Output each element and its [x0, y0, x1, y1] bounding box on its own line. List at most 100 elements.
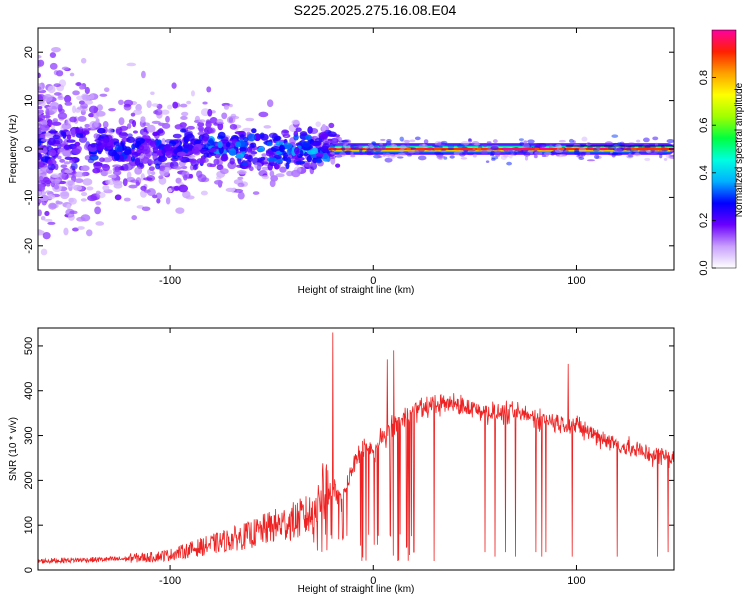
spectrogram-blob	[123, 197, 131, 202]
spectrogram-blob	[146, 100, 152, 109]
spectrogram-blob	[409, 139, 416, 143]
spectrogram-blob	[150, 91, 155, 95]
snr-y-axis-label: SNR (10 * v/v)	[8, 417, 19, 481]
spectrogram-blob	[509, 154, 513, 159]
spectrogram-blob	[185, 195, 195, 200]
spectrogram-blob	[274, 162, 281, 169]
spectrogram-blob	[38, 229, 45, 236]
spectrogram-blob	[447, 144, 455, 149]
spectrogram-blob	[82, 130, 90, 135]
spectrogram-blob	[52, 134, 61, 140]
spectrogram-blob	[84, 86, 90, 95]
spectrogram-blob	[94, 206, 101, 215]
spectrogram-blob	[241, 162, 249, 167]
spectrogram-blob	[665, 154, 671, 159]
spectrogram-blob	[414, 136, 421, 141]
spectrogram-blob	[188, 173, 194, 179]
spectrogram-hotspot	[534, 147, 541, 151]
colorbar-label: Normalized spectral amplitude	[734, 82, 745, 217]
spectrogram-blob	[39, 124, 50, 131]
spectrogram-blob	[318, 131, 328, 140]
spectrogram-blob	[306, 150, 316, 155]
spectrogram-blob	[256, 147, 265, 153]
spectrogram-y-axis-label: Frequency (Hz)	[8, 115, 19, 184]
spectrogram-blob	[323, 138, 332, 143]
spectrogram-blob	[161, 122, 171, 129]
spectrogram-blob	[260, 133, 269, 141]
spectrogram-blob	[150, 171, 156, 176]
spectrogram-blob	[146, 124, 156, 133]
snr-x-axis-label: Height of straight line (km)	[298, 584, 415, 595]
spectrogram-blob	[574, 148, 580, 153]
snr-y-tick-label: 300	[23, 426, 35, 444]
spectrogram-blob	[38, 140, 42, 147]
spectrogram-blob	[220, 168, 229, 175]
spectrogram-blob	[38, 106, 43, 110]
snr-y-tick-label: 0	[23, 567, 35, 573]
spectrogram-blob	[237, 182, 245, 188]
spectrogram-blob	[306, 155, 313, 163]
spectrogram-blob	[266, 141, 273, 147]
spectrogram-blob	[57, 112, 68, 120]
spectrogram-blob	[496, 150, 502, 154]
spectrogram-blob	[60, 191, 70, 200]
spectrogram-blob	[171, 82, 177, 89]
spectrogram-blob	[80, 198, 87, 202]
snr-ticks: -100 0 100 0 100 200 300 400 500	[23, 328, 674, 587]
spectrogram-blob	[138, 144, 145, 151]
spectrogram-blob	[49, 62, 58, 70]
spectrogram-blob	[48, 130, 58, 134]
spectrogram-blob	[234, 141, 242, 148]
spectrogram-blob	[154, 108, 163, 116]
spectrogram-blob	[65, 179, 76, 188]
spectrogram-blob	[486, 141, 492, 144]
spectrogram-blob	[72, 184, 83, 191]
spectrogram-blob	[149, 140, 157, 147]
spectrogram-blob	[77, 115, 87, 122]
spectrogram-blob	[165, 115, 170, 123]
spectrogram-hotspot	[659, 147, 671, 151]
spectrogram-hotspot	[630, 147, 638, 151]
spectrogram-blob	[627, 142, 636, 146]
spectrogram-blob	[533, 154, 538, 159]
spectrogram-blob	[71, 157, 78, 163]
spectrogram-blob	[64, 101, 73, 106]
spectrogram-blob	[118, 99, 124, 105]
spectrogram-blob	[155, 163, 160, 170]
spectrogram-blob	[93, 133, 100, 139]
spectrogram-blob	[228, 148, 237, 156]
spectrogram-blob	[46, 194, 56, 200]
spectrogram-blob	[185, 133, 195, 142]
spectrogram-hotspot	[462, 147, 473, 151]
spectrogram-blob	[639, 149, 644, 152]
spectrogram-blob	[186, 100, 192, 105]
spectrogram-blob	[44, 210, 50, 217]
spectrogram-blob	[77, 226, 85, 230]
spectrogram-blob	[449, 155, 455, 159]
spectrogram-blob	[151, 120, 161, 125]
spectrogram-blob	[329, 152, 335, 155]
spectrogram-blob	[78, 100, 85, 105]
spectrogram-blob	[52, 118, 59, 123]
spectrogram-blob	[242, 127, 253, 132]
spectrogram-blob	[38, 183, 46, 191]
spectrogram-blob	[55, 200, 60, 205]
spectrogram-blob	[77, 106, 83, 110]
spectrogram-blob	[485, 160, 490, 164]
spectrogram-blob	[38, 152, 43, 161]
spectrogram-blob	[75, 82, 82, 86]
spectrogram-blob	[38, 209, 42, 217]
spectrogram-blob	[53, 92, 62, 96]
spectrogram-blob	[152, 131, 159, 137]
spectrogram-blob	[198, 119, 206, 123]
spectrogram-blob	[75, 128, 84, 134]
colorbar-tick-label: 0.4	[698, 165, 710, 180]
snr-background	[38, 328, 674, 570]
spectrogram-blob	[70, 162, 78, 170]
spectrogram-blob	[217, 140, 223, 149]
spectrogram-blob	[80, 165, 90, 172]
spectrogram-blob	[175, 207, 185, 214]
spectrogram-blob	[172, 133, 182, 139]
spectrogram-blob	[168, 140, 177, 147]
spectrogram-blob	[38, 175, 44, 182]
